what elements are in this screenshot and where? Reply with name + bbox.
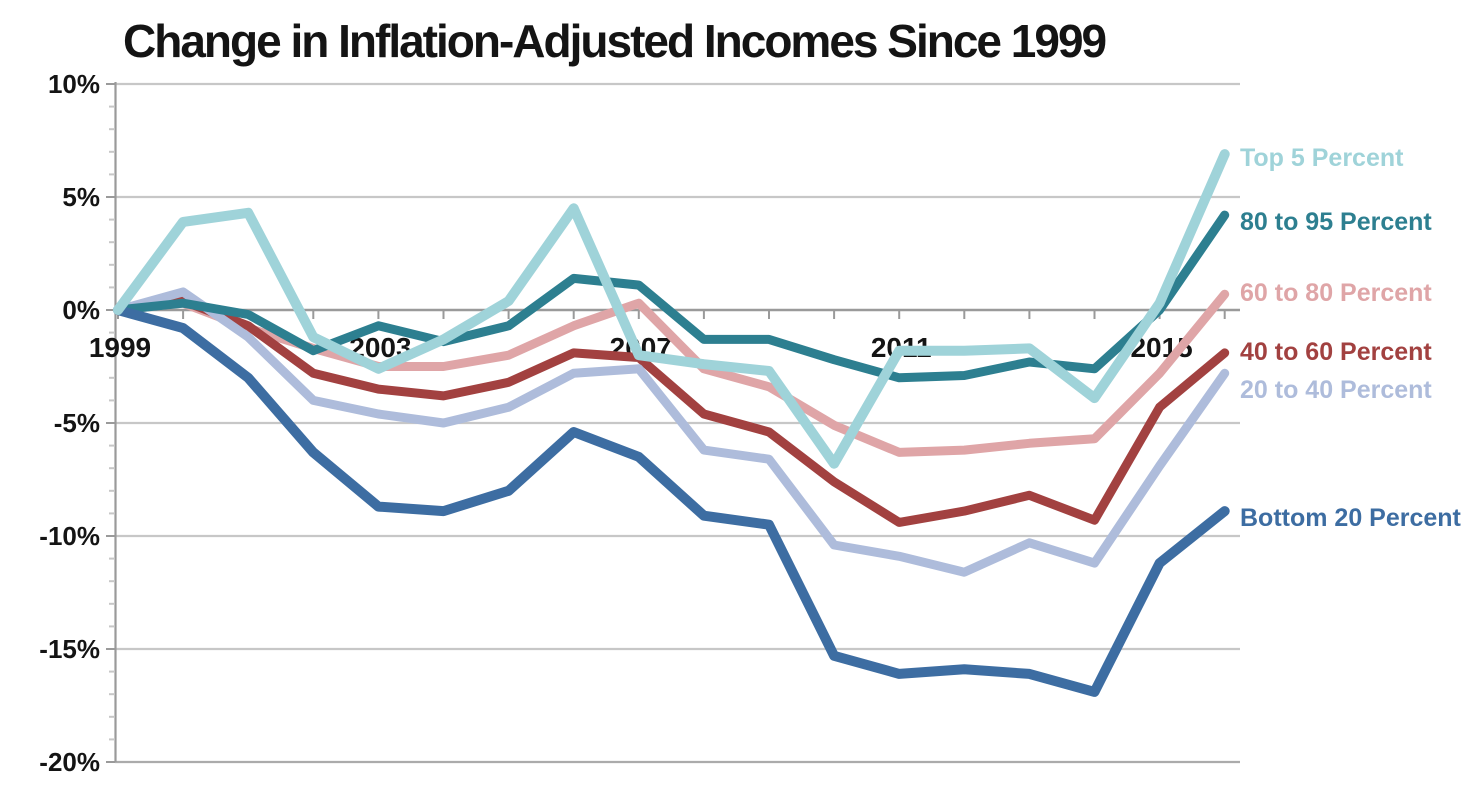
legend-label-40-to-60-percent: 40 to 60 Percent [1240,338,1432,366]
legend-label-20-to-40-percent: 20 to 40 Percent [1240,376,1432,404]
y-tick-label--20%: -20% [39,747,100,777]
y-tick-label-10%: 10% [48,69,100,99]
legend-label-bottom-20-percent: Bottom 20 Percent [1240,504,1461,532]
y-tick-label--15%: -15% [39,634,100,664]
series-line-20-to-40-percent [113,287,1230,577]
legend-label-60-to-80-percent: 60 to 80 Percent [1240,279,1432,307]
y-tick-label-0%: 0% [62,295,100,325]
y-tick-label--10%: -10% [39,521,100,551]
legend-label-80-to-95-percent: 80 to 95 Percent [1240,208,1432,236]
series-line-80-to-95-percent [113,210,1230,383]
legend-label-top-5-percent: Top 5 Percent [1240,144,1404,172]
series-line-bottom-20-percent [113,305,1230,697]
x-tick-label-1999: 1999 [89,332,151,363]
series-line-40-to-60-percent [113,296,1230,527]
y-tick-label--5%: -5% [54,408,100,438]
y-tick-label-5%: 5% [62,182,100,212]
series-line-top-5-percent [113,149,1230,469]
chart-title: Change in Inflation-Adjusted Incomes Sin… [123,15,1107,67]
